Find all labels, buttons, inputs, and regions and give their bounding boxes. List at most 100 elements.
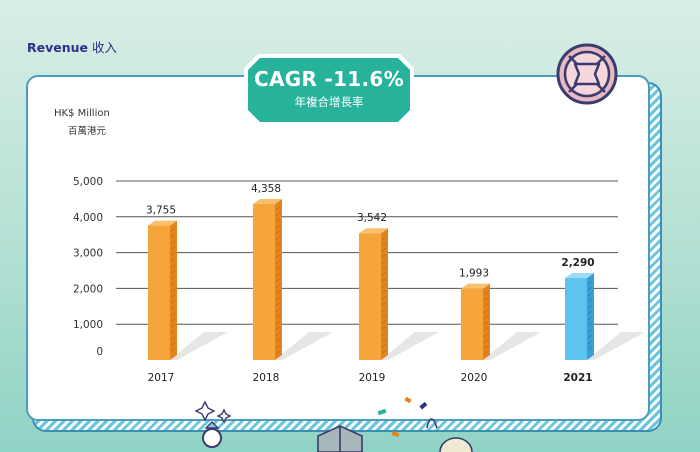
sparkle-icon	[194, 400, 232, 424]
bar-texture	[381, 349, 387, 354]
bar-texture	[381, 253, 387, 258]
bar-texture	[381, 343, 387, 348]
data-label: 1,993	[459, 268, 489, 280]
bar-texture	[275, 260, 281, 265]
bar-shadow	[170, 332, 228, 360]
bar-texture	[275, 320, 281, 325]
bar-texture	[381, 289, 387, 294]
bar-texture	[170, 324, 176, 328]
cagr-subtitle: 年複合增長率	[294, 95, 364, 109]
y-tick-label: 3,000	[73, 248, 103, 260]
bar-texture	[170, 330, 176, 334]
bar-texture	[483, 333, 489, 337]
bar-texture	[587, 280, 593, 285]
emblem-icon	[556, 43, 618, 105]
bar-texture	[170, 276, 176, 280]
section-title: Revenue 收入	[27, 37, 117, 56]
bar-top	[148, 220, 177, 226]
bar-texture	[587, 310, 593, 315]
bar-texture	[381, 265, 387, 270]
bar-texture	[587, 286, 593, 291]
bar-texture	[483, 345, 489, 349]
bar-texture	[275, 224, 281, 229]
data-label: 3,542	[357, 212, 387, 224]
balloon-icon	[426, 418, 473, 452]
bar-texture	[275, 326, 281, 331]
bar	[359, 233, 381, 360]
gift-box-icon	[317, 425, 363, 452]
bar-texture	[381, 241, 387, 246]
bar-texture	[170, 300, 176, 304]
bar-texture	[483, 321, 489, 325]
bar-texture	[275, 314, 281, 319]
bar-texture	[170, 228, 176, 232]
bar-texture	[275, 332, 281, 337]
bar-texture	[170, 282, 176, 286]
bar-texture	[587, 298, 593, 303]
bar-shadow	[381, 332, 439, 360]
bar-texture	[170, 348, 176, 352]
bar-texture	[170, 306, 176, 310]
cagr-badge: CAGR -11.6% 年複合增長率	[248, 58, 410, 122]
bar	[461, 288, 483, 360]
bar-texture	[275, 272, 281, 277]
bar	[565, 278, 587, 360]
bar-texture	[483, 303, 489, 307]
bar-texture	[275, 218, 281, 223]
bar-texture	[381, 259, 387, 264]
x-tick-label: 2021	[563, 372, 592, 384]
bar-texture	[170, 288, 176, 292]
bar-side	[483, 283, 490, 360]
bar-texture	[587, 340, 593, 345]
confetti-icon	[377, 396, 428, 437]
y-tick-label: 0	[96, 346, 103, 358]
bar-texture	[275, 266, 281, 271]
bar-texture	[381, 277, 387, 282]
y-tick-label: 1,000	[73, 319, 103, 331]
bar-texture	[275, 236, 281, 241]
bar-top	[253, 198, 282, 204]
data-label: 4,358	[251, 183, 281, 195]
bar-texture	[381, 313, 387, 318]
bar-texture	[483, 297, 489, 301]
bar-texture	[381, 235, 387, 240]
bar-texture	[587, 316, 593, 321]
bar-side	[587, 273, 594, 360]
bar-texture	[587, 346, 593, 351]
x-tick-label: 2020	[461, 372, 488, 384]
bar-texture	[275, 230, 281, 235]
bar-texture	[275, 242, 281, 247]
bar-texture	[170, 336, 176, 340]
bar-texture	[170, 318, 176, 322]
bar-texture	[275, 308, 281, 313]
bar-texture	[587, 328, 593, 333]
y-tick-label: 2,000	[73, 283, 103, 295]
bar-texture	[381, 319, 387, 324]
bar-texture	[170, 240, 176, 244]
bar-texture	[170, 264, 176, 268]
section-title-zh: 收入	[92, 40, 118, 55]
bar-texture	[275, 278, 281, 283]
bar-texture	[170, 252, 176, 256]
x-tick-label: 2017	[148, 372, 175, 384]
bar-texture	[275, 338, 281, 343]
cagr-title: CAGR -11.6%	[254, 67, 404, 91]
bar-texture	[587, 304, 593, 309]
bar-texture	[170, 258, 176, 262]
section-title-en: Revenue	[27, 40, 89, 55]
bar-texture	[381, 271, 387, 276]
bar	[253, 203, 275, 360]
bar-texture	[170, 234, 176, 238]
bar-texture	[381, 301, 387, 306]
bar-texture	[483, 339, 489, 343]
bar-texture	[381, 283, 387, 288]
unit-label-en: HK$ Million	[54, 108, 110, 119]
bar-texture	[275, 350, 281, 355]
bar-texture	[483, 327, 489, 331]
bar-texture	[483, 309, 489, 313]
bar-texture	[381, 307, 387, 312]
bar-texture	[483, 351, 489, 355]
bar-texture	[275, 296, 281, 301]
